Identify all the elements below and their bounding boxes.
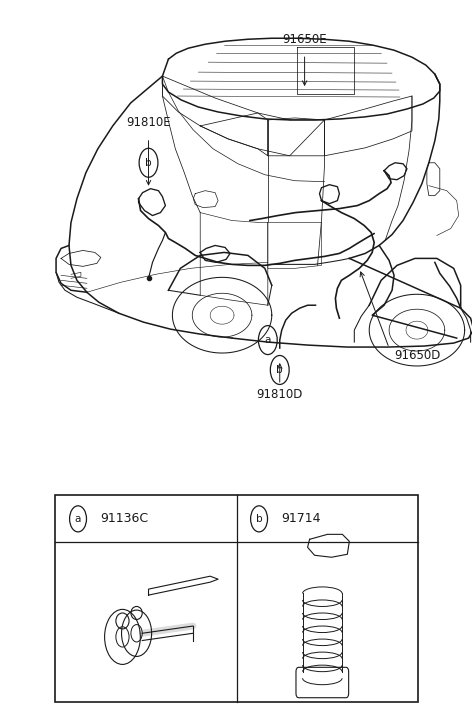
Text: 91810E: 91810E — [126, 116, 171, 129]
Text: a: a — [75, 514, 81, 524]
Text: b: b — [256, 514, 263, 524]
Text: 91650E: 91650E — [282, 33, 327, 46]
Text: 91136C: 91136C — [100, 513, 148, 526]
Text: b: b — [276, 365, 283, 375]
Text: 91650D: 91650D — [394, 348, 440, 361]
Text: b: b — [145, 158, 152, 168]
Bar — [55, 495, 418, 702]
Text: 91810D: 91810D — [256, 388, 303, 401]
Text: 91714: 91714 — [281, 513, 321, 526]
Text: a: a — [264, 335, 271, 345]
